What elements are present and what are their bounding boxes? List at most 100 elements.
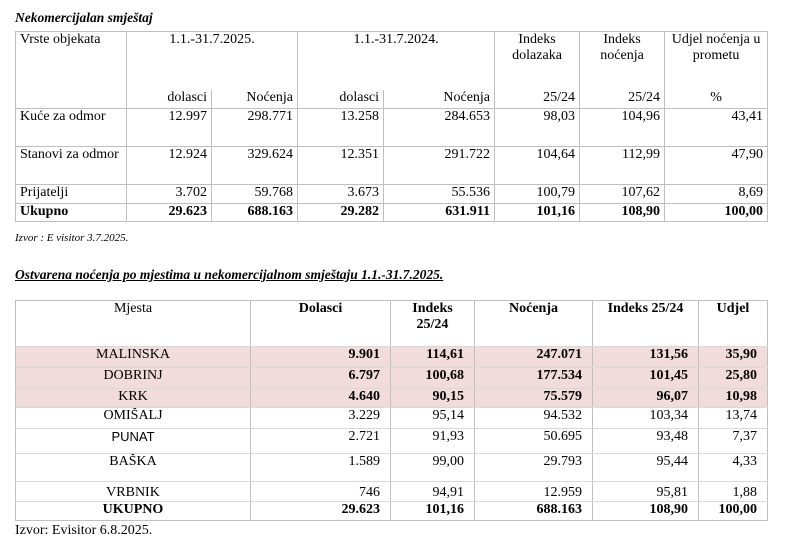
place-name: BAŠKA <box>15 453 251 482</box>
cell: 59.768 <box>210 184 299 204</box>
place-name: OMIŠALJ <box>15 407 251 429</box>
row-label: Prijatelji <box>15 184 127 204</box>
cell: 114,61 <box>390 346 475 368</box>
table1-title: Nekomercijalan smještaj <box>15 10 153 25</box>
cell: 688.163 <box>210 203 299 222</box>
cell: 688.163 <box>474 501 593 521</box>
cell: 12.351 <box>297 146 385 185</box>
subheader-share-unit: % <box>664 89 769 109</box>
cell: 101,16 <box>390 501 475 521</box>
header-nights-index: Indeks 25/24 <box>592 300 699 347</box>
header-places: Mjesta <box>15 300 251 347</box>
cell: 100,68 <box>390 367 475 389</box>
subheader-arrivals-2024: dolasci <box>297 89 385 109</box>
place-name: MALINSKA <box>15 346 251 368</box>
place-name: KRK <box>15 388 251 408</box>
table-row: Stanovi za odmor 12.924 329.624 12.351 2… <box>15 146 769 185</box>
table2-title: Ostvarena noćenja po mjestima u nekomerc… <box>15 267 444 282</box>
row-label: Kuće za odmor <box>15 108 127 147</box>
cell: 108,90 <box>579 203 666 222</box>
total-row: UKUPNO 29.623 101,16 688.163 108,90 100,… <box>15 501 768 521</box>
table-row: KRK 4.640 90,15 75.579 96,07 10,98 <box>15 388 768 408</box>
header-arrivals-index: Indeks 25/24 <box>390 300 475 347</box>
table-row: VRBNIK 746 94,91 12.959 95,81 1,88 <box>15 481 768 502</box>
cell: 104,96 <box>579 108 666 147</box>
cell: 8,69 <box>664 184 769 204</box>
cell: 94,91 <box>390 481 475 502</box>
header-nights-share: Udjel noćenja u prometu <box>664 31 769 90</box>
cell: 4,33 <box>698 453 768 482</box>
header-object-type: Vrste objekata <box>15 31 127 90</box>
subheader-arrivals-index-base: 25/24 <box>494 89 581 109</box>
cell: 93,48 <box>592 428 699 454</box>
cell: 177.534 <box>474 367 593 389</box>
cell: 13,74 <box>698 407 768 429</box>
cell: 43,41 <box>664 108 769 147</box>
cell: 4.640 <box>250 388 391 408</box>
cell: 95,14 <box>390 407 475 429</box>
place-name: VRBNIK <box>15 481 251 502</box>
cell: 1,88 <box>698 481 768 502</box>
cell: 7,37 <box>698 428 768 454</box>
cell: 29.282 <box>297 203 385 222</box>
header-period-2025: 1.1.-31.7.2025. <box>125 31 299 90</box>
cell: 91,93 <box>390 428 475 454</box>
cell: 95,81 <box>592 481 699 502</box>
cell: 100,00 <box>698 501 768 521</box>
cell: 90,15 <box>390 388 475 408</box>
subheader-nights-index-base: 25/24 <box>579 89 666 109</box>
cell: 6.797 <box>250 367 391 389</box>
cell: 329.624 <box>210 146 299 185</box>
places-nights-table: Mjesta Dolasci Indeks 25/24 Noćenja Inde… <box>15 300 768 521</box>
cell: 9.901 <box>250 346 391 368</box>
cell: 101,45 <box>592 367 699 389</box>
table-row: DOBRINJ 6.797 100,68 177.534 101,45 25,8… <box>15 367 768 389</box>
cell: 29.623 <box>126 203 212 222</box>
cell: 35,90 <box>698 346 768 368</box>
table2-source: Izvor: Evisitor 6.8.2025. <box>15 523 153 538</box>
cell: 12.924 <box>126 146 212 185</box>
table-row: OMIŠALJ 3.229 95,14 94.532 103,34 13,74 <box>15 407 768 429</box>
subheader-nights-2024: Noćenja <box>383 89 496 109</box>
cell: 12.959 <box>474 481 593 502</box>
cell: 3.702 <box>126 184 212 204</box>
cell: 47,90 <box>664 146 769 185</box>
cell: 107,62 <box>579 184 666 204</box>
cell: 103,34 <box>592 407 699 429</box>
cell: 25,80 <box>698 367 768 389</box>
cell: 94.532 <box>474 407 593 429</box>
header-share: Udjel <box>698 300 768 347</box>
cell: 631.911 <box>383 203 496 222</box>
table-row: MALINSKA 9.901 114,61 247.071 131,56 35,… <box>15 346 768 368</box>
cell: 101,16 <box>494 203 581 222</box>
subheader-nights-2025: Noćenja <box>210 89 299 109</box>
cell: 291.722 <box>383 146 496 185</box>
table-row: Kuće za odmor 12.997 298.771 13.258 284.… <box>15 108 769 147</box>
accommodation-type-table: Vrste objekata 1.1.-31.7.2025. 1.1.-31.7… <box>15 31 769 222</box>
header-arrivals-index: Indeks dolazaka <box>494 31 581 90</box>
cell: 3.673 <box>297 184 385 204</box>
cell: 50.695 <box>474 428 593 454</box>
cell: 104,64 <box>494 146 581 185</box>
cell: 3.229 <box>250 407 391 429</box>
row-label: Stanovi za odmor <box>15 146 127 185</box>
cell: 95,44 <box>592 453 699 482</box>
total-label: UKUPNO <box>15 501 251 521</box>
cell: 298.771 <box>210 108 299 147</box>
cell: 247.071 <box>474 346 593 368</box>
cell: 112,99 <box>579 146 666 185</box>
table1-source: Izvor : E visitor 3.7.2025. <box>15 232 129 244</box>
header-arrivals: Dolasci <box>250 300 391 347</box>
cell: 108,90 <box>592 501 699 521</box>
cell: 96,07 <box>592 388 699 408</box>
subheader-arrivals-2025: dolasci <box>126 89 212 109</box>
cell: 284.653 <box>383 108 496 147</box>
cell: 29.793 <box>474 453 593 482</box>
place-name: DOBRINJ <box>15 367 251 389</box>
cell: 99,00 <box>390 453 475 482</box>
cell: 100,00 <box>664 203 769 222</box>
cell: 1.589 <box>250 453 391 482</box>
header-nights: Noćenja <box>474 300 593 347</box>
header-period-2024: 1.1.-31.7.2024. <box>297 31 496 90</box>
cell: 29.623 <box>250 501 391 521</box>
